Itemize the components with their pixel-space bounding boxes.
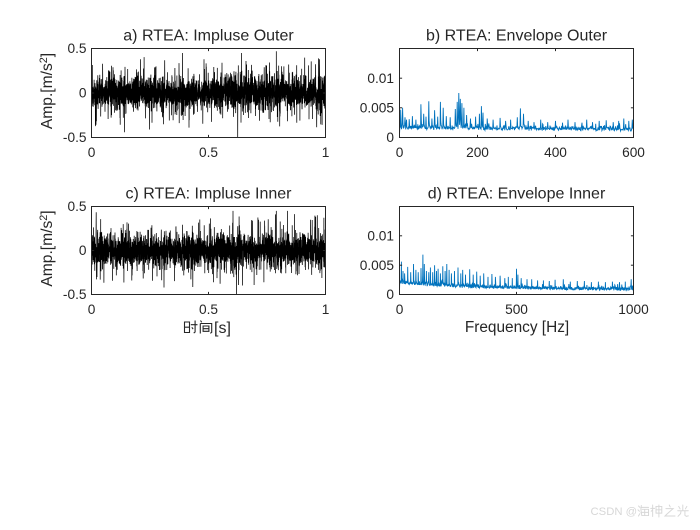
svg-text:0: 0	[386, 130, 394, 145]
svg-text:0: 0	[79, 86, 87, 101]
svg-text:0.5: 0.5	[67, 199, 86, 214]
svg-text:c) RTEA: Impluse Inner: c) RTEA: Impluse Inner	[126, 186, 293, 203]
svg-text:CSDN @: CSDN @	[591, 506, 638, 518]
svg-text:Amp.[m/s2]: Amp.[m/s2]	[38, 210, 56, 286]
svg-text:0.5: 0.5	[199, 302, 218, 317]
svg-text:1000: 1000	[618, 302, 649, 317]
svg-text:0.5: 0.5	[199, 145, 218, 160]
svg-text:1: 1	[322, 145, 330, 160]
svg-text:0: 0	[79, 243, 87, 258]
svg-text:a) RTEA: Impluse Outer: a) RTEA: Impluse Outer	[123, 28, 294, 45]
svg-text:-0.5: -0.5	[63, 130, 87, 145]
svg-text:0: 0	[386, 287, 394, 302]
svg-text:600: 600	[622, 145, 645, 160]
svg-text:0.5: 0.5	[67, 41, 86, 56]
svg-text:400: 400	[544, 145, 567, 160]
svg-text:0: 0	[88, 302, 96, 317]
svg-text:Frequency [Hz]: Frequency [Hz]	[465, 319, 569, 336]
svg-text:0: 0	[396, 302, 404, 317]
svg-text:0.01: 0.01	[367, 229, 394, 244]
svg-text:[s]: [s]	[214, 320, 231, 337]
svg-text:b) RTEA: Envelope Outer: b) RTEA: Envelope Outer	[426, 28, 608, 45]
svg-text:0.01: 0.01	[367, 71, 394, 86]
svg-text:0.005: 0.005	[360, 258, 395, 273]
svg-text:Amp.[m/s2]: Amp.[m/s2]	[38, 53, 56, 129]
svg-text:500: 500	[505, 302, 528, 317]
svg-text:200: 200	[466, 145, 489, 160]
svg-text:1: 1	[322, 302, 330, 317]
svg-text:0: 0	[396, 145, 404, 160]
svg-text:-0.5: -0.5	[63, 287, 87, 302]
svg-text:d) RTEA: Envelope Inner: d) RTEA: Envelope Inner	[428, 186, 606, 203]
svg-text:0: 0	[88, 145, 96, 160]
svg-text:0.005: 0.005	[360, 101, 395, 116]
